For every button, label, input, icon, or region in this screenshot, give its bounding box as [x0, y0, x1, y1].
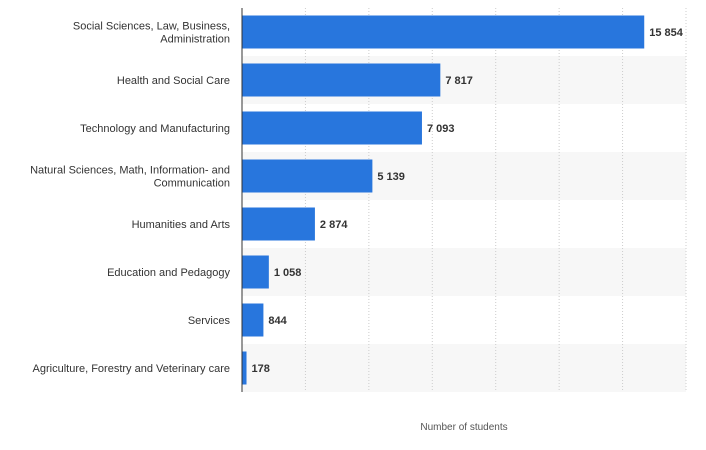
bar[interactable] [242, 303, 264, 337]
category-label: Natural Sciences, Math, Information- and… [30, 165, 230, 190]
category-label-line: Administration [160, 34, 230, 46]
bar[interactable] [242, 63, 441, 97]
bar[interactable] [242, 15, 645, 49]
value-labels: 15 854 7 817 7 093 5 139 2 874 1 058 844 178 [252, 27, 684, 375]
row-band [242, 344, 686, 392]
data-label: 7 093 [427, 123, 455, 135]
category-label-line: Education and Pedagogy [107, 267, 230, 279]
category-label-line: Health and Social Care [117, 75, 230, 87]
row-band [242, 296, 686, 344]
data-label: 1 058 [274, 267, 302, 279]
row-band [242, 248, 686, 296]
bar[interactable] [242, 159, 373, 193]
category-label-line: Agriculture, Forestry and Veterinary car… [33, 363, 230, 375]
category-label: Health and Social Care [117, 75, 230, 87]
category-label: Services [188, 315, 231, 327]
category-label: Education and Pedagogy [107, 267, 230, 279]
data-label: 7 817 [445, 75, 473, 87]
category-label-line: Communication [154, 178, 230, 190]
category-label: Social Sciences, Law, Business, Administr… [73, 21, 230, 46]
category-label-line: Natural Sciences, Math, Information- and [30, 165, 230, 177]
category-label: Agriculture, Forestry and Veterinary car… [33, 363, 230, 375]
category-label-line: Services [188, 315, 231, 327]
row-bands [242, 8, 686, 392]
bars [242, 15, 645, 385]
data-label: 178 [252, 363, 270, 375]
category-label: Technology and Manufacturing [80, 123, 230, 135]
data-label: 844 [268, 315, 287, 327]
bar[interactable] [242, 351, 247, 385]
category-label-line: Technology and Manufacturing [80, 123, 230, 135]
data-label: 5 139 [377, 171, 405, 183]
category-label: Humanities and Arts [132, 219, 231, 231]
bar[interactable] [242, 207, 315, 241]
category-labels: Social Sciences, Law, Business, Administr… [30, 21, 230, 376]
bar[interactable] [242, 111, 422, 145]
category-label-line: Humanities and Arts [132, 219, 231, 231]
data-label: 15 854 [649, 27, 684, 39]
row-band [242, 200, 686, 248]
bar[interactable] [242, 255, 269, 289]
x-axis-title: Number of students [420, 422, 507, 433]
category-label-line: Social Sciences, Law, Business, [73, 21, 230, 33]
data-label: 2 874 [320, 219, 348, 231]
